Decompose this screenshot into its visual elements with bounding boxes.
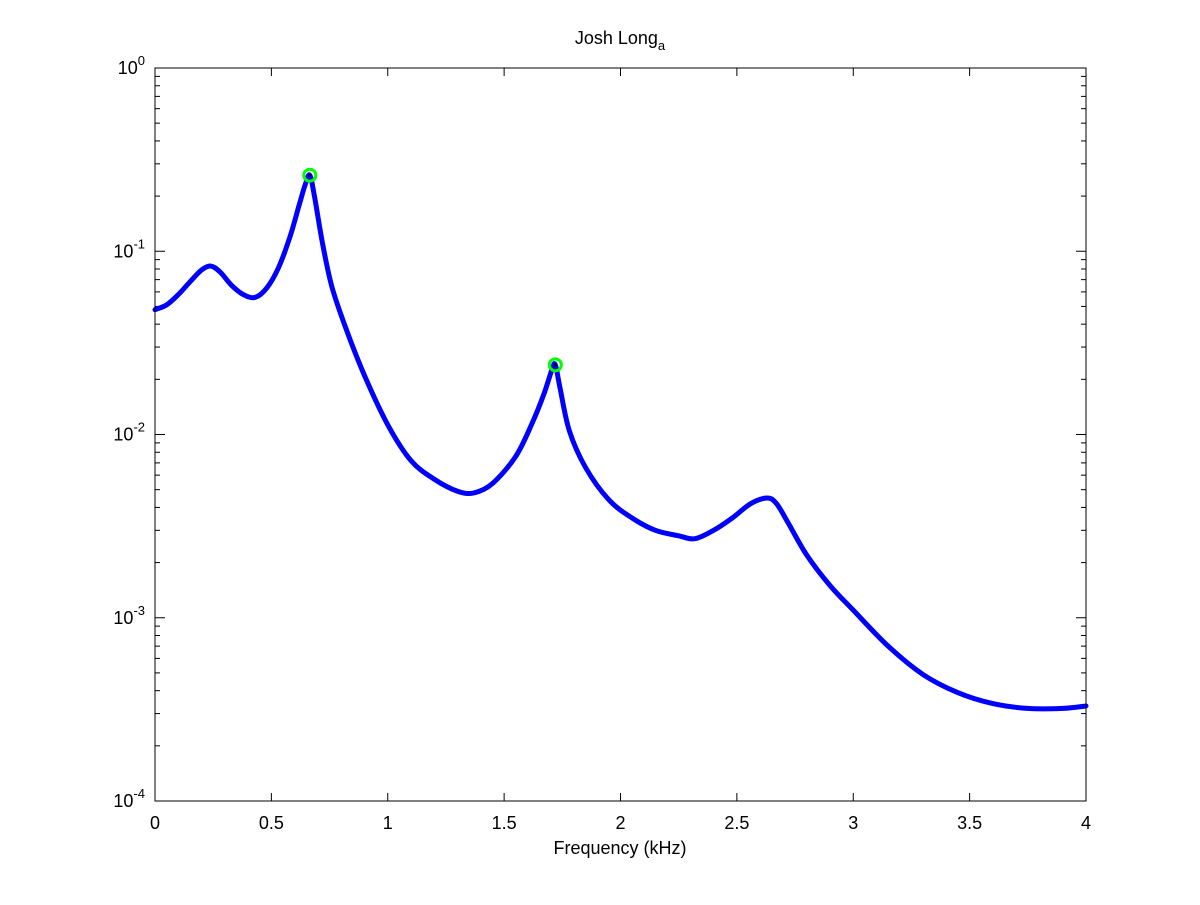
- chart-title-subscript: a: [658, 38, 666, 53]
- peak-marker: [547, 357, 563, 373]
- plot-frame: [154, 67, 1087, 802]
- plot-area: [155, 68, 1086, 801]
- y-tick-label-exponent: -4: [133, 786, 145, 801]
- y-tick-label: 100: [118, 53, 145, 78]
- y-tick-label: 10-1: [113, 236, 145, 261]
- y-tick-label-base: 10: [118, 58, 138, 78]
- y-tick-label-base: 10: [113, 241, 133, 261]
- x-tick-label: 2: [615, 813, 625, 833]
- y-tick-label-exponent: 0: [138, 53, 145, 68]
- y-tick-label-exponent: -2: [133, 420, 145, 435]
- y-tick-label: 10-3: [113, 603, 145, 628]
- x-tick-label: 0.5: [259, 813, 284, 833]
- y-tick-label-base: 10: [113, 425, 133, 445]
- x-tick-label: 1.5: [492, 813, 517, 833]
- peak-marker: [302, 167, 318, 183]
- x-tick-label: 3.5: [957, 813, 982, 833]
- x-axis-label: Frequency (kHz): [553, 838, 686, 858]
- y-tick-label: 10-2: [113, 420, 145, 445]
- chart-title-main: Josh Long: [575, 28, 658, 48]
- chart-title: Josh Longa: [575, 28, 666, 53]
- y-tick-label-base: 10: [113, 608, 133, 628]
- marker-group: [302, 167, 563, 373]
- y-tick-label: 10-4: [113, 786, 145, 811]
- y-tick-label-base: 10: [113, 791, 133, 811]
- peak-marker-center: [308, 173, 312, 177]
- x-tick-label: 4: [1081, 813, 1091, 833]
- x-tick-label: 0: [150, 813, 160, 833]
- y-tick-label-exponent: -3: [133, 603, 145, 618]
- x-tick-label: 2.5: [724, 813, 749, 833]
- peak-marker-center: [553, 363, 557, 367]
- y-tick-label-exponent: -1: [133, 236, 145, 251]
- series-line: [152, 172, 1089, 712]
- x-tick-label: 1: [383, 813, 393, 833]
- x-tick-group: 0 0.5 1 1.5 2 2.5 3 3.5 4: [150, 68, 1091, 833]
- x-tick-label: 3: [848, 813, 858, 833]
